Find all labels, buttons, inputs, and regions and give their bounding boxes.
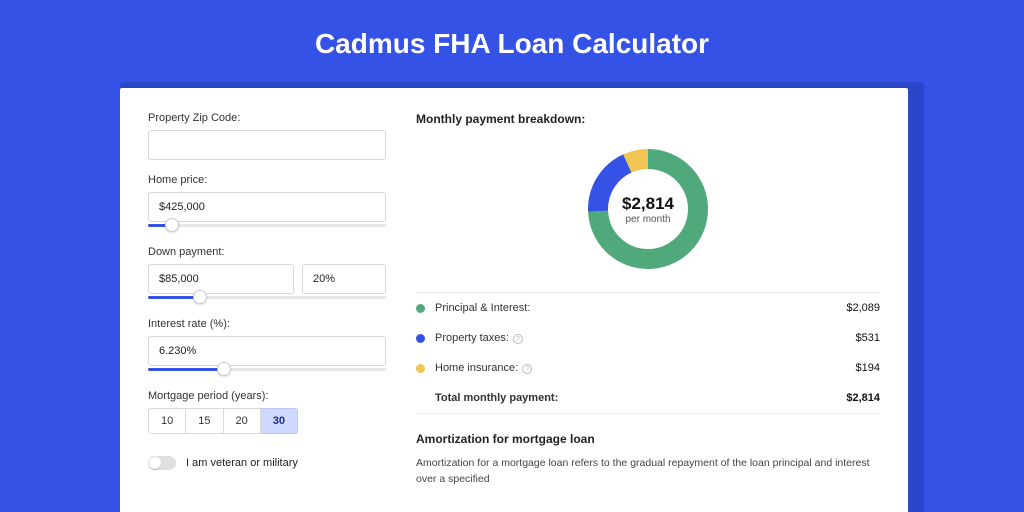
- legend-dot-taxes: [416, 334, 425, 343]
- legend-val-total: $2,814: [846, 392, 880, 404]
- legend-row-taxes: Property taxes:? $531: [416, 323, 880, 353]
- zip-input[interactable]: [148, 130, 386, 160]
- home-price-field: Home price:: [148, 174, 386, 232]
- breakdown-title: Monthly payment breakdown:: [416, 112, 880, 126]
- period-btn-15[interactable]: 15: [186, 408, 223, 434]
- home-price-label: Home price:: [148, 174, 386, 186]
- down-payment-percent-input[interactable]: [302, 264, 386, 294]
- down-payment-slider[interactable]: [148, 292, 386, 304]
- veteran-toggle[interactable]: [148, 456, 176, 470]
- card-shadow: Property Zip Code: Home price: Down paym…: [120, 82, 924, 512]
- down-payment-amount-input[interactable]: [148, 264, 294, 294]
- info-icon[interactable]: ?: [513, 334, 523, 344]
- legend-dot-principal: [416, 304, 425, 313]
- page-title: Cadmus FHA Loan Calculator: [0, 0, 1024, 82]
- interest-field: Interest rate (%):: [148, 318, 386, 376]
- interest-slider[interactable]: [148, 364, 386, 376]
- legend-val-taxes: $531: [856, 332, 880, 344]
- period-button-group: 10 15 20 30: [148, 408, 386, 434]
- amortization-text: Amortization for a mortgage loan refers …: [416, 456, 880, 488]
- zip-field: Property Zip Code:: [148, 112, 386, 160]
- veteran-label: I am veteran or military: [186, 457, 298, 469]
- legend-label-taxes: Property taxes:?: [435, 332, 856, 344]
- interest-label: Interest rate (%):: [148, 318, 386, 330]
- donut-sub: per month: [625, 214, 670, 225]
- form-column: Property Zip Code: Home price: Down paym…: [148, 112, 386, 512]
- legend-row-total: Total monthly payment: $2,814: [416, 383, 880, 413]
- period-label: Mortgage period (years):: [148, 390, 386, 402]
- legend: Principal & Interest: $2,089 Property ta…: [416, 293, 880, 414]
- calculator-card: Property Zip Code: Home price: Down paym…: [120, 88, 908, 512]
- home-price-slider[interactable]: [148, 220, 386, 232]
- legend-dot-insurance: [416, 364, 425, 373]
- amortization-section: Amortization for mortgage loan Amortizat…: [416, 432, 880, 488]
- period-btn-10[interactable]: 10: [148, 408, 186, 434]
- amortization-title: Amortization for mortgage loan: [416, 432, 880, 446]
- interest-input[interactable]: [148, 336, 386, 366]
- donut-amount: $2,814: [622, 194, 674, 214]
- home-price-input[interactable]: [148, 192, 386, 222]
- legend-row-principal: Principal & Interest: $2,089: [416, 293, 880, 323]
- down-payment-label: Down payment:: [148, 246, 386, 258]
- down-payment-field: Down payment:: [148, 246, 386, 304]
- info-icon[interactable]: ?: [522, 364, 532, 374]
- period-field: Mortgage period (years): 10 15 20 30: [148, 390, 386, 434]
- legend-label-principal: Principal & Interest:: [435, 302, 846, 314]
- legend-val-principal: $2,089: [846, 302, 880, 314]
- legend-label-total: Total monthly payment:: [435, 392, 846, 404]
- legend-val-insurance: $194: [856, 362, 880, 374]
- veteran-row: I am veteran or military: [148, 456, 386, 470]
- legend-label-insurance: Home insurance:?: [435, 362, 856, 374]
- period-btn-20[interactable]: 20: [224, 408, 261, 434]
- period-btn-30[interactable]: 30: [261, 408, 298, 434]
- donut-chart-wrap: $2,814 per month: [416, 136, 880, 293]
- donut-chart: $2,814 per month: [583, 144, 713, 274]
- legend-row-insurance: Home insurance:? $194: [416, 353, 880, 383]
- zip-label: Property Zip Code:: [148, 112, 386, 124]
- breakdown-column: Monthly payment breakdown: $2,814 per mo…: [416, 112, 880, 512]
- donut-center: $2,814 per month: [583, 144, 713, 274]
